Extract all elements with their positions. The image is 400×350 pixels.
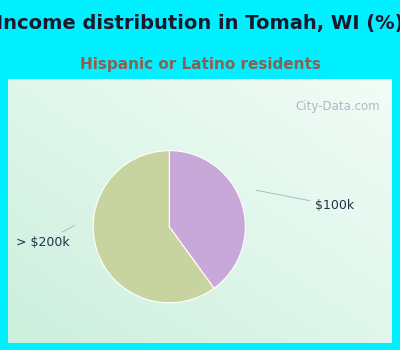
Text: > $200k: > $200k [16, 225, 75, 249]
Text: Income distribution in Tomah, WI (%): Income distribution in Tomah, WI (%) [0, 14, 400, 33]
Text: $100k: $100k [256, 190, 354, 212]
Text: Hispanic or Latino residents: Hispanic or Latino residents [80, 57, 320, 72]
Text: City-Data.com: City-Data.com [296, 100, 380, 113]
Wedge shape [93, 150, 214, 303]
Wedge shape [169, 150, 245, 288]
